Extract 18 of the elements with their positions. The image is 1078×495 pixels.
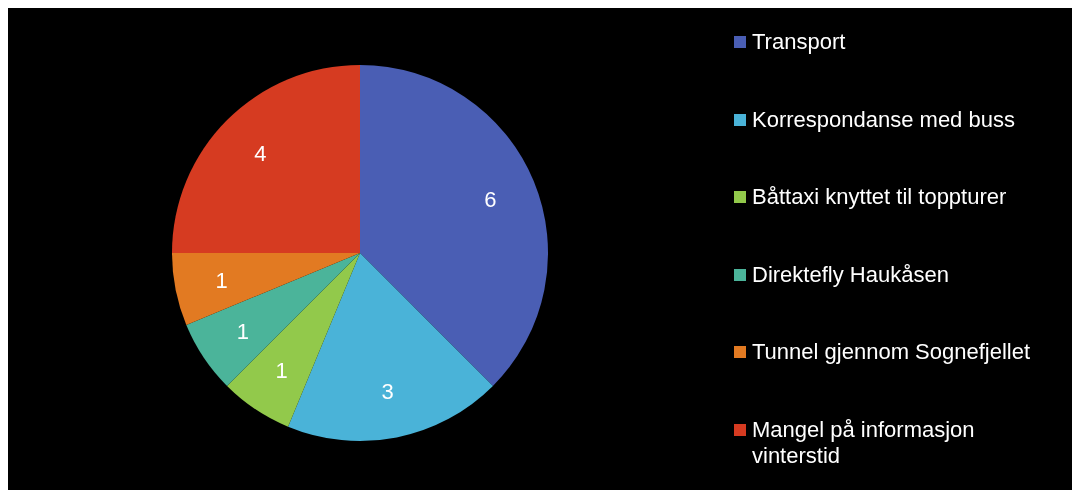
data-label: 6 [484, 186, 497, 212]
legend-label: Tunnel gjennom Sognefjellet [752, 339, 1031, 366]
legend-label: Mangel på informasjon vinterstid [752, 416, 976, 469]
pie-slice [288, 253, 493, 441]
pie-slice [186, 253, 360, 386]
legend-label: Korrespondanse med buss [752, 106, 1015, 133]
pie-slice [172, 253, 360, 325]
legend-label: Transport [752, 29, 846, 55]
pie-slice [172, 65, 360, 253]
data-label: 3 [381, 378, 394, 404]
data-label: 4 [254, 140, 267, 166]
legend-label: Direktefly Haukåsen [752, 261, 949, 288]
data-label: 1 [275, 357, 288, 383]
data-label: 1 [215, 268, 228, 294]
pie-slice [227, 253, 360, 427]
legend-label: Båttaxi knyttet til toppturer [752, 184, 1007, 211]
data-label: 1 [236, 318, 249, 344]
pie-slice [360, 65, 548, 386]
